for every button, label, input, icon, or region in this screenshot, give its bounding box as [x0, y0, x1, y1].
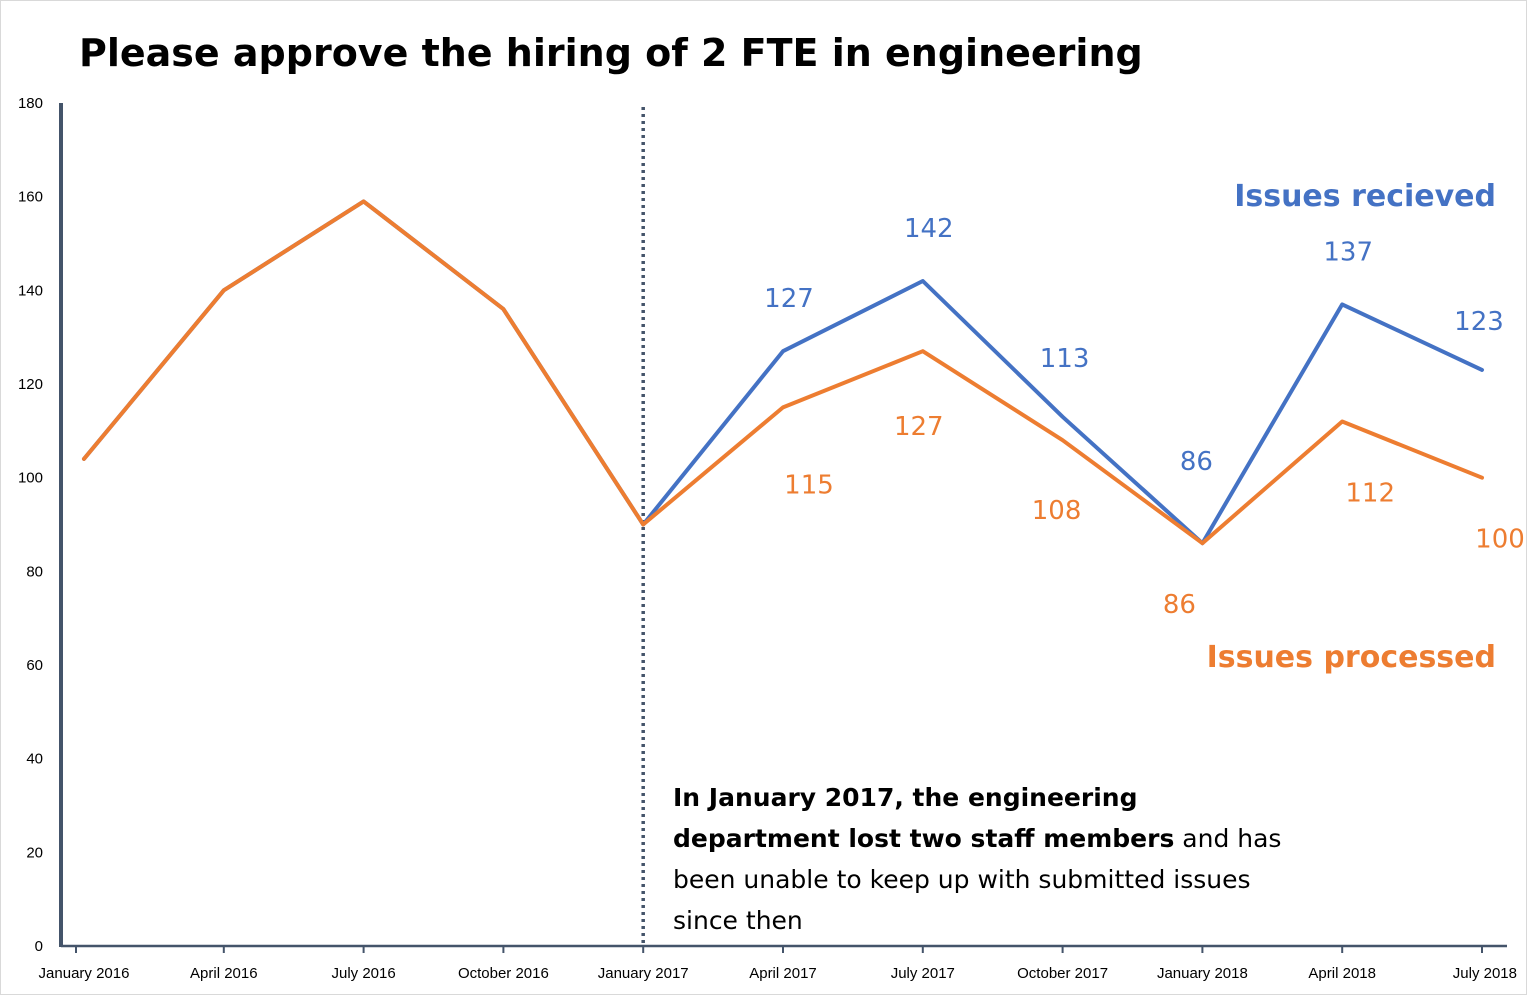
y-tick-label: 60 — [26, 657, 43, 674]
x-tick-label: April 2016 — [190, 965, 258, 982]
annotation-note: In January 2017, the engineering departm… — [673, 777, 1293, 941]
chart-title: Please approve the hiring of 2 FTE in en… — [79, 31, 1143, 75]
data-label-received: 127 — [764, 284, 814, 314]
data-label-received: 86 — [1180, 447, 1213, 477]
annotation-bold-text: In January 2017, the engineering departm… — [673, 783, 1175, 853]
y-tick-label: 120 — [18, 376, 43, 393]
data-label-received: 113 — [1040, 344, 1090, 374]
data-label-processed: 86 — [1163, 590, 1196, 620]
data-label-processed: 108 — [1032, 496, 1082, 526]
annotation-text: and has been unable to keep up with subm… — [673, 824, 1282, 935]
data-label-processed: 115 — [784, 470, 834, 500]
y-tick-label: 160 — [18, 189, 43, 206]
y-tick-label: 40 — [26, 751, 43, 768]
x-tick-label: October 2017 — [1017, 965, 1108, 982]
x-tick-label: July 2017 — [891, 965, 955, 982]
x-tick-label: April 2018 — [1308, 965, 1376, 982]
x-tick-label: January 2017 — [598, 965, 689, 982]
series-line-issues-received — [82, 199, 1484, 546]
y-tick-label: 140 — [18, 282, 43, 299]
y-tick-label: 20 — [26, 844, 43, 861]
x-tick-label: January 2018 — [1157, 965, 1248, 982]
x-tick-label: July 2016 — [331, 965, 395, 982]
data-label-processed: 112 — [1345, 478, 1395, 508]
data-label-received: 123 — [1454, 307, 1504, 337]
y-tick-label: 180 — [18, 95, 43, 112]
y-tick-label: 100 — [18, 470, 43, 487]
data-label-received: 137 — [1323, 237, 1373, 267]
series-line-issues-processed — [82, 199, 1484, 546]
legend-issues-received: Issues recieved — [1234, 179, 1496, 214]
legend-issues-processed: Issues processed — [1207, 640, 1496, 675]
data-label-processed: 100 — [1475, 525, 1525, 555]
x-tick-label: July 2018 — [1453, 965, 1517, 982]
y-tick-label: 0 — [35, 938, 43, 955]
data-label-received: 142 — [904, 214, 954, 244]
x-tick-label: October 2016 — [458, 965, 549, 982]
y-tick-label: 80 — [26, 563, 43, 580]
x-tick-label: April 2017 — [749, 965, 817, 982]
x-tick-label: January 2016 — [39, 965, 130, 982]
data-label-processed: 127 — [894, 412, 944, 442]
